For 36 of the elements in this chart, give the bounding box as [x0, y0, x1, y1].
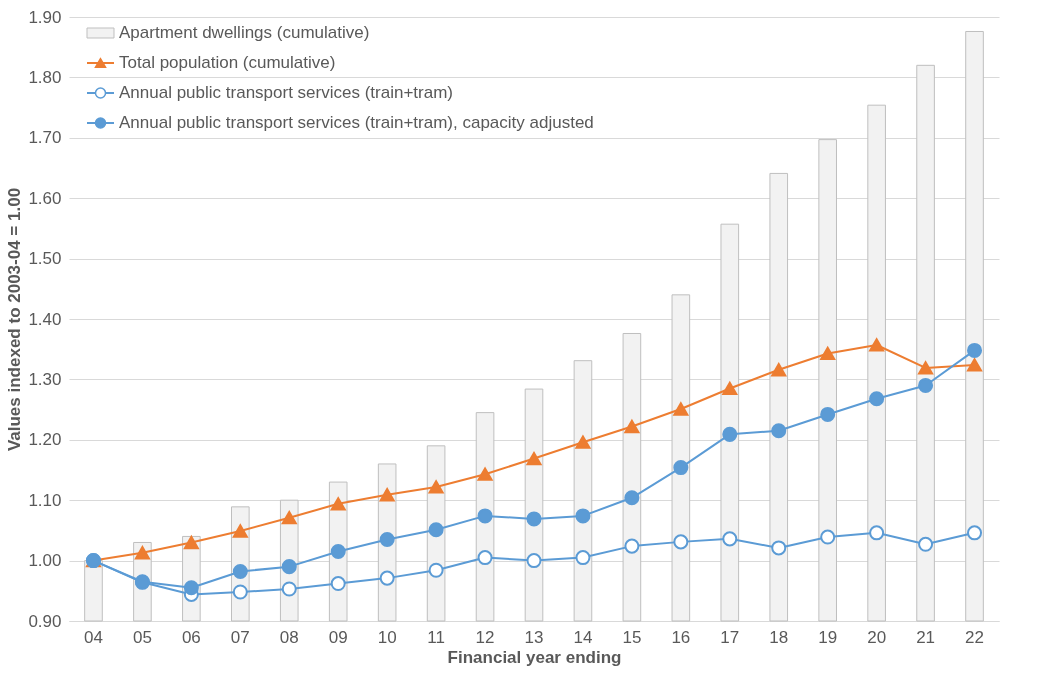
x-tick-label: 05 [132, 627, 152, 647]
legend-label: Annual public transport services (train+tram), capacity adjusted [119, 113, 594, 132]
x-tick-label: 12 [475, 627, 495, 647]
x-tick-label: 22 [965, 627, 984, 647]
y-axis-title: Values indexed to 2003-04 = 1.00 [5, 187, 25, 452]
x-tick-label: 13 [524, 627, 544, 647]
x-axis-title: Financial year ending [447, 647, 622, 667]
x-tick-label: 10 [377, 627, 397, 647]
y-tick-label: 1.30 [28, 369, 62, 389]
y-tick-label: 1.50 [28, 249, 62, 269]
x-tick-label: 17 [720, 627, 740, 647]
x-tick-label: 06 [181, 627, 201, 647]
y-tick-label: 0.90 [28, 611, 62, 631]
x-tick-label: 09 [328, 627, 348, 647]
y-tick-label: 1.20 [28, 430, 62, 450]
x-tick-label: 19 [818, 627, 838, 647]
legend-label: Apartment dwellings (cumulative) [119, 23, 370, 42]
y-tick-label: 1.60 [28, 188, 62, 208]
x-tick-label: 11 [427, 627, 445, 647]
y-tick-label: 1.70 [28, 128, 62, 148]
x-tick-label: 15 [622, 627, 642, 647]
y-tick-label: 1.10 [28, 490, 62, 510]
x-tick-label: 14 [573, 627, 593, 647]
legend-label: Total population (cumulative) [119, 53, 336, 72]
x-tick-label: 16 [671, 627, 691, 647]
y-tick-label: 1.90 [28, 7, 62, 27]
y-tick-label: 1.40 [28, 309, 62, 329]
x-tick-label: 21 [916, 627, 936, 647]
x-tick-label: 20 [867, 627, 887, 647]
x-tick-label: 18 [769, 627, 789, 647]
x-tick-label: 07 [230, 627, 250, 647]
y-tick-label: 1.80 [28, 67, 62, 87]
x-tick-label: 04 [84, 627, 103, 647]
x-tick-label: 08 [279, 627, 299, 647]
y-tick-label: 1.00 [28, 551, 62, 571]
legend-label: Annual public transport services (train+tram) [119, 83, 453, 102]
